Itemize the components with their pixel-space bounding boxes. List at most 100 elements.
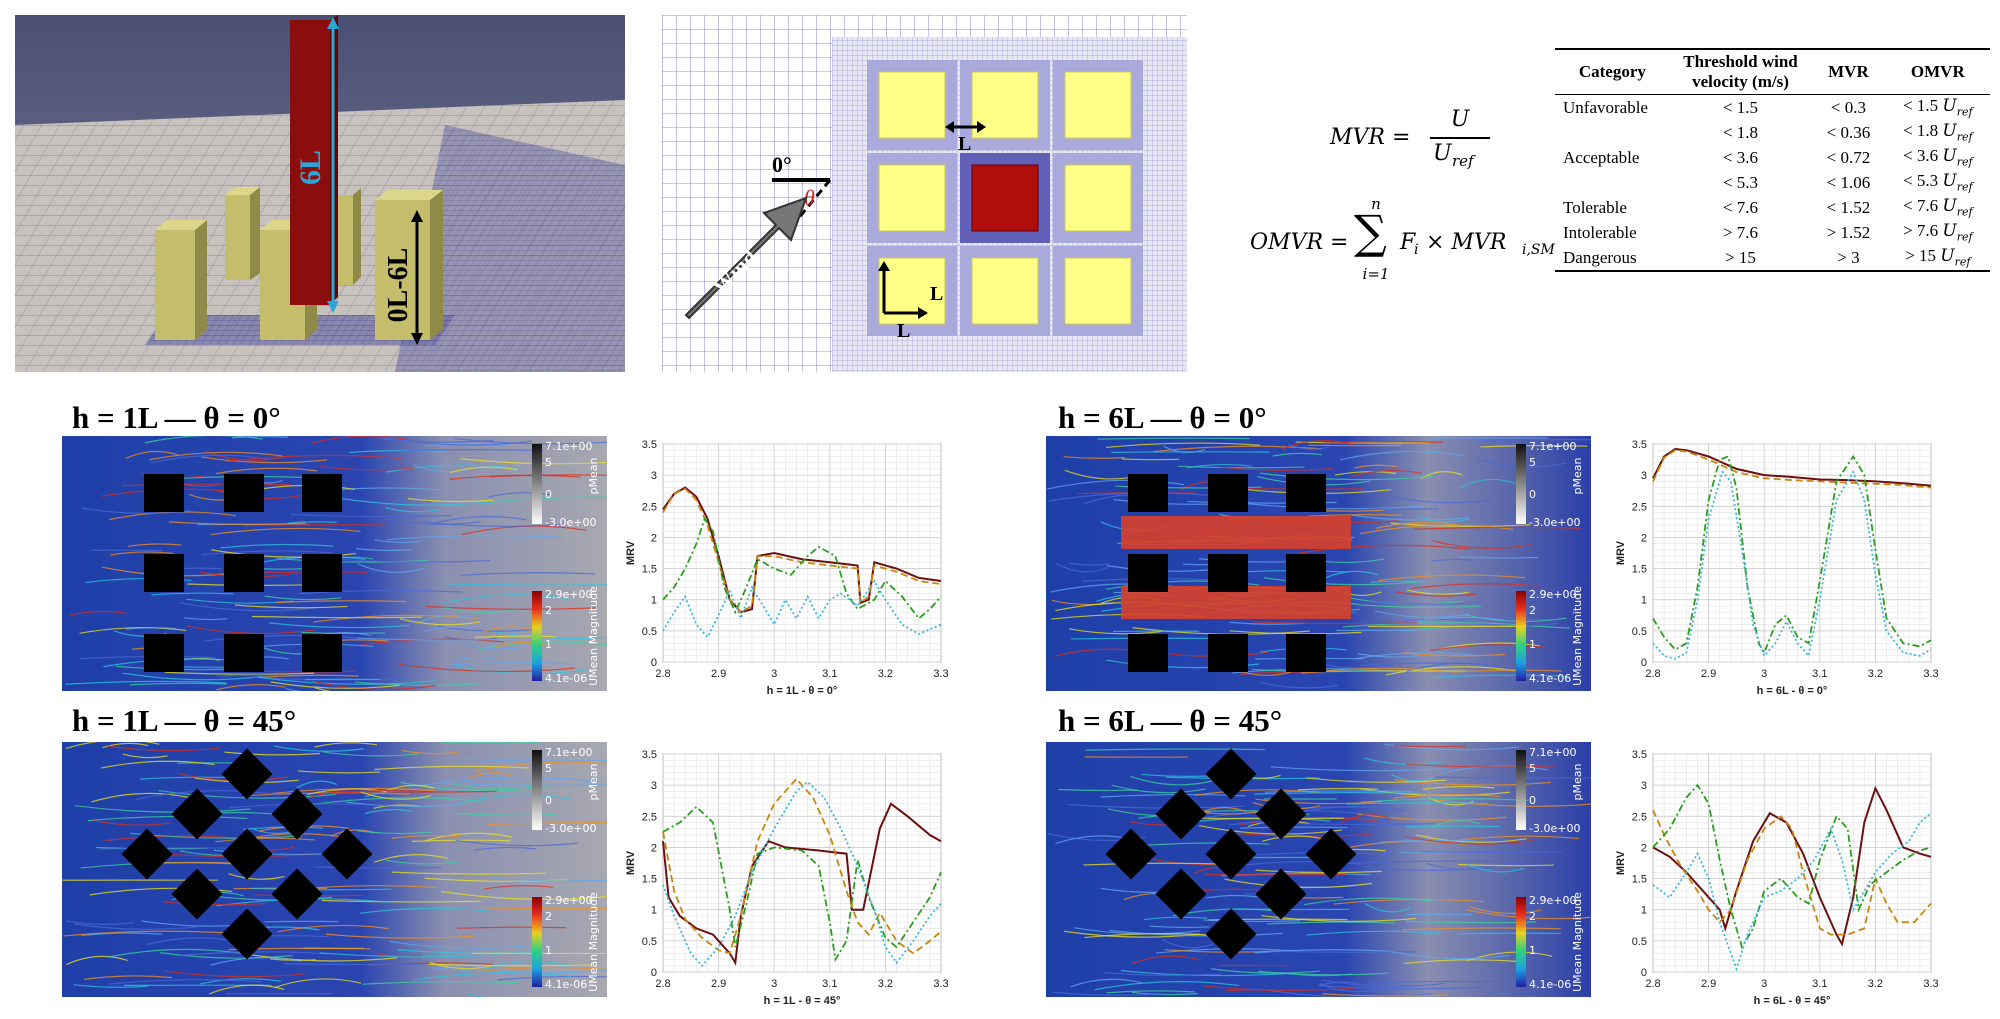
spacing-label-top: L: [958, 133, 971, 155]
pmean-title: pMean: [1571, 457, 1584, 494]
y-tick-label: 3: [651, 780, 657, 792]
x-tick-label: 3.1: [1812, 978, 1827, 990]
series-line-4: [1652, 469, 1932, 660]
header-category: Category: [1578, 62, 1646, 81]
pmean-tick: 0: [545, 488, 552, 501]
omvr-f-sub: i: [1414, 242, 1419, 258]
umag-min-label: 4.1e-06: [1529, 672, 1571, 685]
x-tick-label: 2.9: [711, 668, 726, 680]
grid: [662, 443, 942, 663]
umag-colorbar: 2.9e+00 2 1 4.1e-06 UMean Magnitude: [532, 892, 600, 992]
x-tick-label: 3.2: [878, 978, 893, 990]
x-tick-label: 3.3: [933, 978, 948, 990]
x-tick-label: 2.8: [1645, 978, 1660, 990]
threshold-cell: < 5.3: [1722, 172, 1759, 192]
layout-diagram: L L L 0° θ Wind: [662, 15, 1187, 372]
series-line-2: [1652, 809, 1932, 936]
y-tick-label: 0.5: [1632, 936, 1647, 948]
grid: [1652, 753, 1932, 973]
y-tick-label: 3: [1641, 780, 1647, 792]
y-tick-label: 3: [651, 470, 657, 482]
x-axis-label: h = 6L - θ = 0°: [1757, 685, 1828, 697]
pmean-title: pMean: [587, 457, 600, 494]
wind-arrow: [684, 196, 808, 320]
pmean-title: pMean: [587, 763, 600, 800]
mvr-cell: < 0.36: [1826, 122, 1871, 142]
umag-title: UMean Magnitude: [587, 586, 600, 686]
umag-tick: 1: [1529, 944, 1536, 957]
mvr-cell: < 1.06: [1826, 172, 1871, 192]
category-cell: Tolerable: [1563, 197, 1627, 217]
y-tick-label: 0.5: [642, 626, 657, 638]
x-axis-label: h = 1L - θ = 0°: [767, 685, 838, 697]
pmean-tick: 5: [1529, 456, 1536, 469]
x-tick-label: 3: [771, 668, 777, 680]
header-threshold: Threshold wind velocity (m/s): [1683, 52, 1798, 91]
table-row: < 5.3 < 1.06 < 5.3 Uref: [1555, 170, 1990, 195]
series-line-1: [1652, 447, 1932, 487]
series-line-4: [662, 780, 942, 968]
series-line-1: [662, 802, 942, 966]
pmean-tick: 0: [1529, 794, 1536, 807]
y-tick-label: 3.5: [642, 439, 657, 451]
y-tick-label: 2: [1641, 532, 1647, 544]
spacing-label-bottom: L: [897, 320, 910, 342]
panel-title-1l-45: h = 1L — θ = 45°: [72, 703, 297, 738]
y-tick-label: 2: [651, 842, 657, 854]
umag-max-label: 2.9e+00: [545, 894, 592, 907]
y-tick-label: 2: [1641, 842, 1647, 854]
panel-title-6l-0: h = 6L — θ = 0°: [1058, 400, 1267, 435]
omvr-cell: > 7.6 Uref: [1903, 221, 1973, 244]
omvr-times: × MVR: [1426, 230, 1507, 255]
panel-title-1l-0: h = 1L — θ = 0°: [72, 400, 281, 435]
umag-min-label: 4.1e-06: [545, 672, 587, 685]
umag-colorbar: 2.9e+00 2 1 4.1e-06 UMean Magnitude: [1516, 892, 1584, 992]
chart-1l-45: 2.8 2.9 3 3.1 3.2 3.3 0 0.5 1 1.5 2 2.5 3 3.5 h = 1L -…: [620, 742, 960, 1007]
mvr-numerator: U: [1450, 107, 1470, 132]
equations: MVR = U U ref OMVR = n ∑ i=1 F i × MVR i…: [1250, 95, 1555, 285]
mvr-cell: > 3: [1837, 247, 1860, 267]
x-tick-label: 3.1: [822, 978, 837, 990]
pmean-colorbar: 7.1e+00 5 0 -3.0e+00 pMean: [532, 440, 600, 529]
y-tick-label: 1.5: [642, 874, 657, 886]
series-line-3: [1652, 454, 1932, 655]
umag-tick: 2: [545, 910, 552, 923]
omvr-times-sub: i,SM: [1522, 242, 1555, 258]
y-tick-label: 3.5: [642, 749, 657, 761]
omvr-cell: < 1.8 Uref: [1903, 121, 1973, 144]
pmean-colorbar: 7.1e+00 5 0 -3.0e+00 pMean: [1516, 746, 1584, 835]
threshold-cell: < 7.6: [1722, 197, 1759, 217]
umag-min-label: 4.1e-06: [545, 978, 587, 991]
pmean-min-label: -3.0e+00: [1529, 516, 1580, 529]
mvr-cell: < 0.72: [1826, 147, 1871, 167]
mvr-equation: MVR = U U ref: [1330, 107, 1550, 170]
table-row: Tolerable < 7.6 < 1.52 < 7.6 Uref: [1555, 195, 1990, 220]
umag-colorbar: 2.9e+00 2 1 4.1e-06 UMean Magnitude: [532, 586, 600, 686]
umag-tick: 1: [545, 944, 552, 957]
chart-1l-0: 2.8 2.9 3 3.1 3.2 3.3 0 0.5 1 1.5 2 2.5 3 3.5 h = 1L -…: [620, 432, 960, 697]
threshold-cell: < 3.6: [1722, 147, 1759, 167]
x-tick-label: 2.9: [711, 978, 726, 990]
pmean-tick: 0: [1529, 488, 1536, 501]
y-tick-label: 1: [651, 905, 657, 917]
x-tick-label: 3.2: [1868, 978, 1883, 990]
series-line-4: [662, 579, 942, 639]
x-tick-label: 2.8: [655, 668, 670, 680]
y-tick-label: 3.5: [1632, 749, 1647, 761]
flow-field-1l-45: 7.1e+00 5 0 -3.0e+00 pMean 2.9e+00 2 1 4.1e-06 UM…: [62, 734, 665, 1004]
umag-tick: 1: [545, 638, 552, 651]
y-tick-label: 1.5: [1632, 564, 1647, 576]
umag-max-label: 2.9e+00: [545, 588, 592, 601]
plot-area: [1652, 753, 1932, 973]
pmean-title: pMean: [1571, 763, 1584, 800]
y-tick-label: 2.5: [642, 811, 657, 823]
pmean-min-label: -3.0e+00: [545, 822, 596, 835]
mvr-cell: < 0.3: [1830, 97, 1866, 117]
umag-tick: 2: [545, 604, 552, 617]
y-tick-label: 2.5: [1632, 501, 1647, 513]
mvr-cell: < 1.52: [1826, 197, 1871, 217]
x-tick-label: 2.9: [1701, 978, 1716, 990]
category-cell: [1555, 170, 1670, 195]
layout-diagram-svg: L L L 0° θ Wind: [662, 15, 1187, 372]
category-cell: Unfavorable: [1563, 97, 1648, 117]
